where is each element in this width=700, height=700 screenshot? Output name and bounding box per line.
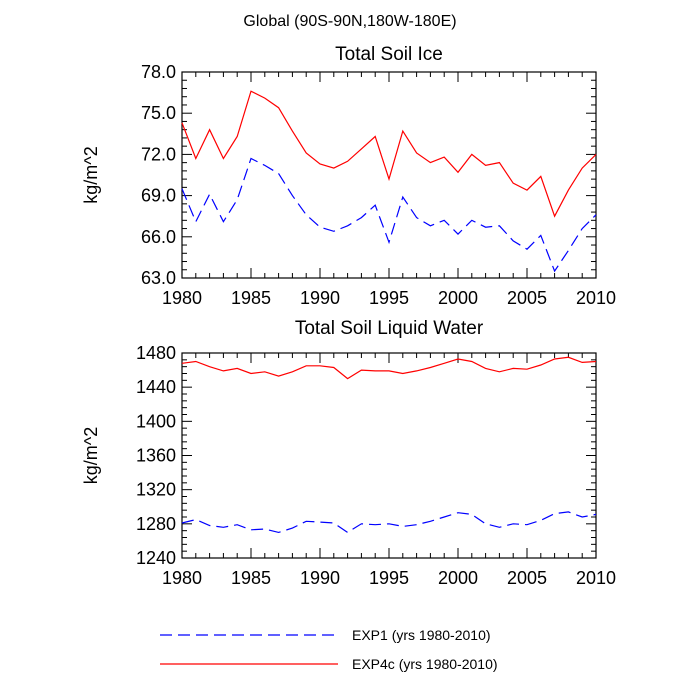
legend: EXP1 (yrs 1980-2010) EXP4c (yrs 1980-2010… — [160, 627, 498, 672]
x-tick-label: 1985 — [231, 288, 271, 308]
y-tick-label: 1400 — [136, 411, 176, 431]
panel-title: Total Soil Ice — [335, 44, 443, 65]
y-tick-label: 1320 — [136, 480, 176, 500]
x-tick-label: 2005 — [507, 568, 547, 588]
panel-total-soil-liquid-water: Total Soil Liquid Water 1980 1985 1990 1995 2… — [81, 318, 616, 588]
y-tick-label: 1480 — [136, 343, 176, 363]
series-line-exp1 — [181, 157, 597, 273]
x-tick-label: 2000 — [438, 568, 478, 588]
panel-total-soil-ice: Total Soil Ice 1980 1985 1990 1995 2000 2005 20… — [81, 44, 616, 308]
legend-label-exp1: EXP1 (yrs 1980-2010) — [352, 627, 491, 643]
plot-frame — [181, 71, 597, 279]
y-tick-label: 75.0 — [141, 103, 176, 123]
y-axis-label: kg/m^2 — [81, 146, 101, 203]
x-tick-label: 1980 — [162, 568, 202, 588]
x-tick-label: 2000 — [438, 288, 478, 308]
x-tick-label: 1995 — [369, 288, 409, 308]
x-tick-label: 1985 — [231, 568, 271, 588]
x-tick-label: 1990 — [300, 568, 340, 588]
x-tick-label: 2005 — [507, 288, 547, 308]
figure-suptitle: Global (90S-90N,180W-180E) — [243, 13, 456, 30]
series-line-exp1 — [181, 511, 597, 534]
y-tick-label: 1280 — [136, 514, 176, 534]
series-line-exp4c — [181, 356, 597, 380]
legend-label-exp4c: EXP4c (yrs 1980-2010) — [352, 656, 498, 672]
y-tick-label: 1240 — [136, 548, 176, 568]
x-tick-label: 1980 — [162, 288, 202, 308]
y-tick-label: 63.0 — [141, 268, 176, 288]
x-tick-label: 2010 — [576, 568, 616, 588]
y-tick-label: 72.0 — [141, 144, 176, 164]
y-tick-label: 1440 — [136, 377, 176, 397]
x-tick-label: 1990 — [300, 288, 340, 308]
x-tick-label: 1995 — [369, 568, 409, 588]
y-tick-label: 69.0 — [141, 186, 176, 206]
panel-title: Total Soil Liquid Water — [295, 318, 484, 339]
y-tick-label: 78.0 — [141, 62, 176, 82]
x-tick-label: 2010 — [576, 288, 616, 308]
y-tick-label: 66.0 — [141, 227, 176, 247]
y-tick-label: 1360 — [136, 446, 176, 466]
y-axis-label: kg/m^2 — [81, 427, 101, 484]
series-line-exp4c — [181, 90, 597, 218]
